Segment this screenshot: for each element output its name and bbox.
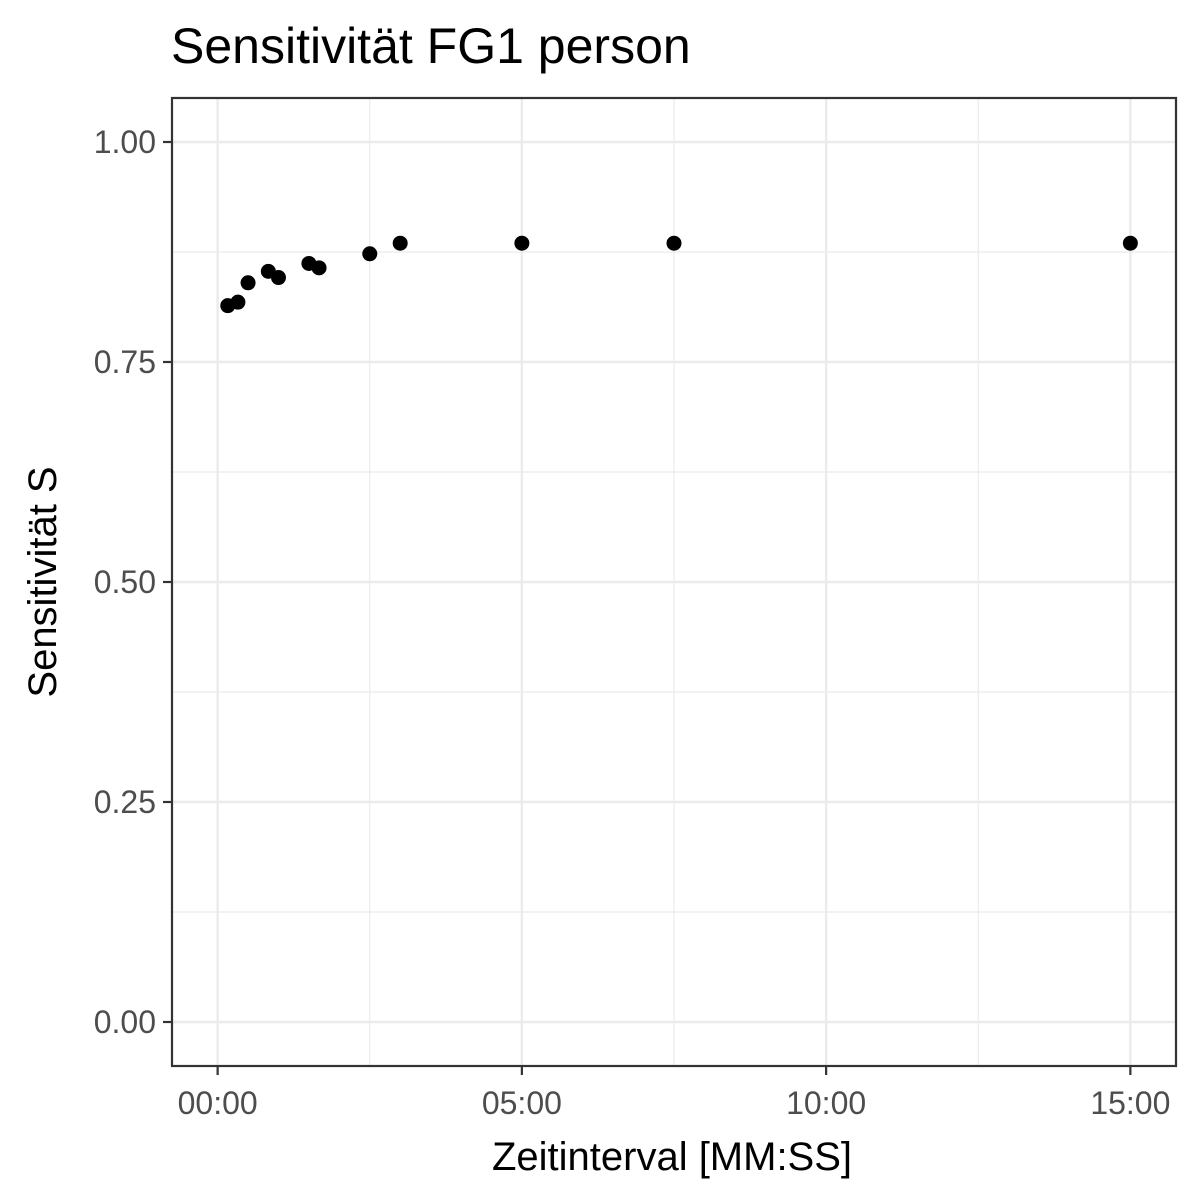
data-points <box>220 235 1138 314</box>
chart-title: Sensitivität FG1 person <box>171 18 691 74</box>
x-tick-label: 10:00 <box>786 1085 866 1121</box>
data-point <box>666 235 682 251</box>
y-axis-ticks: 0.00 0.25 0.50 0.75 1.00 <box>94 124 172 1040</box>
y-tick-label: 0.00 <box>94 1004 156 1040</box>
data-point <box>270 270 286 286</box>
y-tick-label: 0.50 <box>94 564 156 600</box>
y-tick-label: 1.00 <box>94 124 156 160</box>
data-point <box>392 235 408 251</box>
data-point <box>311 260 327 276</box>
major-gridlines <box>172 98 1176 1066</box>
x-tick-label: 00:00 <box>178 1085 258 1121</box>
y-tick-label: 0.75 <box>94 344 156 380</box>
y-axis-title: Sensitivität S <box>21 466 65 697</box>
data-point <box>362 246 378 262</box>
y-tick-label: 0.25 <box>94 784 156 820</box>
data-point <box>514 235 530 251</box>
x-tick-label: 15:00 <box>1090 1085 1170 1121</box>
x-tick-label: 05:00 <box>482 1085 562 1121</box>
data-point <box>1122 235 1138 251</box>
x-axis-title: Zeitinterval [MM:SS] <box>492 1135 852 1179</box>
data-point <box>240 275 256 291</box>
x-axis-ticks: 00:00 05:00 10:00 15:00 <box>178 1066 1170 1121</box>
data-point <box>230 294 246 310</box>
